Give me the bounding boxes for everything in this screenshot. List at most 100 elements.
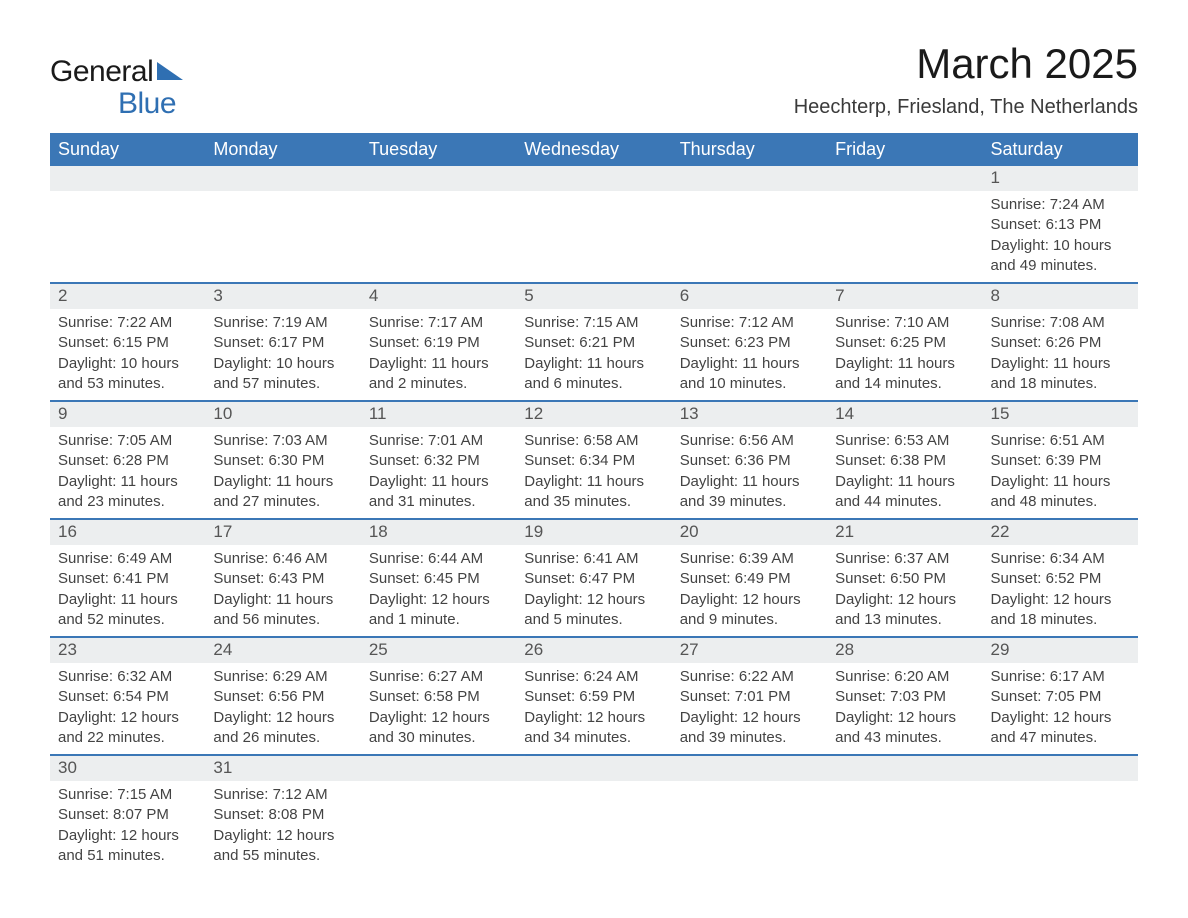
calendar-cell: 18Sunrise: 6:44 AMSunset: 6:45 PMDayligh… [361,519,516,637]
sunrise-line: Sunrise: 7:01 AM [369,431,508,451]
calendar-cell: 24Sunrise: 6:29 AMSunset: 6:56 PMDayligh… [205,637,360,755]
day-number: 22 [983,520,1138,545]
daylight-line: Daylight: 12 hours and 30 minutes. [369,708,508,749]
day-body [672,781,827,841]
day-body: Sunrise: 6:46 AMSunset: 6:43 PMDaylight:… [205,545,360,636]
brand-word2: Blue [118,88,183,120]
calendar-cell [205,166,360,283]
daylight-line: Daylight: 12 hours and 47 minutes. [991,708,1130,749]
day-number [672,166,827,191]
day-number: 13 [672,402,827,427]
daylight-line: Daylight: 10 hours and 49 minutes. [991,236,1130,277]
day-body: Sunrise: 6:17 AMSunset: 7:05 PMDaylight:… [983,663,1138,754]
daylight-line: Daylight: 11 hours and 39 minutes. [680,472,819,513]
sunset-line: Sunset: 6:58 PM [369,687,508,707]
sunrise-line: Sunrise: 6:49 AM [58,549,197,569]
sunset-line: Sunset: 6:41 PM [58,569,197,589]
sunset-line: Sunset: 6:56 PM [213,687,352,707]
sunrise-line: Sunrise: 7:24 AM [991,195,1130,215]
brand-word1: General [50,56,153,88]
daylight-line: Daylight: 12 hours and 1 minute. [369,590,508,631]
daylight-line: Daylight: 11 hours and 6 minutes. [524,354,663,395]
sunrise-line: Sunrise: 7:12 AM [213,785,352,805]
calendar-cell: 14Sunrise: 6:53 AMSunset: 6:38 PMDayligh… [827,401,982,519]
sunset-line: Sunset: 7:01 PM [680,687,819,707]
day-body: Sunrise: 7:22 AMSunset: 6:15 PMDaylight:… [50,309,205,400]
calendar-cell: 3Sunrise: 7:19 AMSunset: 6:17 PMDaylight… [205,283,360,401]
day-body: Sunrise: 6:29 AMSunset: 6:56 PMDaylight:… [205,663,360,754]
day-number [50,166,205,191]
daylight-line: Daylight: 11 hours and 10 minutes. [680,354,819,395]
header: General Blue March 2025 Heechterp, Fries… [50,40,1138,119]
day-body: Sunrise: 7:08 AMSunset: 6:26 PMDaylight:… [983,309,1138,400]
sunset-line: Sunset: 6:19 PM [369,333,508,353]
daylight-line: Daylight: 12 hours and 55 minutes. [213,826,352,867]
day-body [50,191,205,251]
sunset-line: Sunset: 6:34 PM [524,451,663,471]
daylight-line: Daylight: 12 hours and 51 minutes. [58,826,197,867]
day-number: 28 [827,638,982,663]
calendar-cell [983,755,1138,872]
day-body: Sunrise: 6:56 AMSunset: 6:36 PMDaylight:… [672,427,827,518]
calendar-cell: 4Sunrise: 7:17 AMSunset: 6:19 PMDaylight… [361,283,516,401]
day-number: 11 [361,402,516,427]
calendar-body: 1Sunrise: 7:24 AMSunset: 6:13 PMDaylight… [50,166,1138,872]
calendar-head: SundayMondayTuesdayWednesdayThursdayFrid… [50,133,1138,166]
day-body: Sunrise: 6:44 AMSunset: 6:45 PMDaylight:… [361,545,516,636]
sunrise-line: Sunrise: 7:10 AM [835,313,974,333]
day-body [827,781,982,841]
sunrise-line: Sunrise: 6:51 AM [991,431,1130,451]
day-number: 5 [516,284,671,309]
sunrise-line: Sunrise: 7:19 AM [213,313,352,333]
sunset-line: Sunset: 6:38 PM [835,451,974,471]
weekday-header: Thursday [672,133,827,166]
weekday-header: Tuesday [361,133,516,166]
weekday-header: Wednesday [516,133,671,166]
daylight-line: Daylight: 11 hours and 35 minutes. [524,472,663,513]
day-body [516,191,671,251]
sunset-line: Sunset: 6:36 PM [680,451,819,471]
daylight-line: Daylight: 12 hours and 39 minutes. [680,708,819,749]
calendar-cell: 13Sunrise: 6:56 AMSunset: 6:36 PMDayligh… [672,401,827,519]
calendar-cell: 10Sunrise: 7:03 AMSunset: 6:30 PMDayligh… [205,401,360,519]
weekday-header: Sunday [50,133,205,166]
sunset-line: Sunset: 6:45 PM [369,569,508,589]
day-number: 12 [516,402,671,427]
day-body: Sunrise: 6:27 AMSunset: 6:58 PMDaylight:… [361,663,516,754]
calendar-cell: 6Sunrise: 7:12 AMSunset: 6:23 PMDaylight… [672,283,827,401]
sunset-line: Sunset: 6:59 PM [524,687,663,707]
day-body [983,781,1138,841]
sunrise-line: Sunrise: 6:20 AM [835,667,974,687]
weekday-header: Monday [205,133,360,166]
sunset-line: Sunset: 6:13 PM [991,215,1130,235]
sunrise-line: Sunrise: 6:56 AM [680,431,819,451]
daylight-line: Daylight: 11 hours and 18 minutes. [991,354,1130,395]
calendar-cell: 20Sunrise: 6:39 AMSunset: 6:49 PMDayligh… [672,519,827,637]
sunrise-line: Sunrise: 6:22 AM [680,667,819,687]
daylight-line: Daylight: 11 hours and 44 minutes. [835,472,974,513]
calendar-cell: 22Sunrise: 6:34 AMSunset: 6:52 PMDayligh… [983,519,1138,637]
day-body: Sunrise: 6:24 AMSunset: 6:59 PMDaylight:… [516,663,671,754]
daylight-line: Daylight: 10 hours and 57 minutes. [213,354,352,395]
calendar-cell: 8Sunrise: 7:08 AMSunset: 6:26 PMDaylight… [983,283,1138,401]
sail-icon [157,62,183,80]
calendar-cell: 16Sunrise: 6:49 AMSunset: 6:41 PMDayligh… [50,519,205,637]
sunrise-line: Sunrise: 6:44 AM [369,549,508,569]
day-number: 4 [361,284,516,309]
day-number: 14 [827,402,982,427]
day-body: Sunrise: 7:05 AMSunset: 6:28 PMDaylight:… [50,427,205,518]
daylight-line: Daylight: 12 hours and 9 minutes. [680,590,819,631]
daylight-line: Daylight: 10 hours and 53 minutes. [58,354,197,395]
day-number: 9 [50,402,205,427]
day-number: 26 [516,638,671,663]
sunrise-line: Sunrise: 7:17 AM [369,313,508,333]
weekday-header: Friday [827,133,982,166]
daylight-line: Daylight: 12 hours and 5 minutes. [524,590,663,631]
day-number: 6 [672,284,827,309]
daylight-line: Daylight: 12 hours and 13 minutes. [835,590,974,631]
day-number: 8 [983,284,1138,309]
day-body [516,781,671,841]
daylight-line: Daylight: 12 hours and 43 minutes. [835,708,974,749]
sunrise-line: Sunrise: 6:32 AM [58,667,197,687]
daylight-line: Daylight: 12 hours and 34 minutes. [524,708,663,749]
